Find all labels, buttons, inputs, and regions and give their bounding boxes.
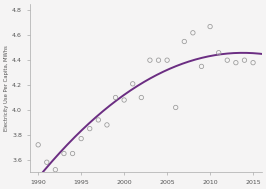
Point — [113, 96, 118, 99]
Point — [122, 98, 126, 101]
Point — [131, 82, 135, 85]
Point — [105, 123, 109, 126]
Point — [79, 137, 83, 140]
Point — [251, 61, 255, 64]
Point — [234, 61, 238, 64]
Point — [242, 59, 247, 62]
Point — [53, 168, 57, 171]
Point — [174, 106, 178, 109]
Y-axis label: Electricity Use Per Capita, MWhs: Electricity Use Per Capita, MWhs — [4, 45, 9, 131]
Point — [62, 152, 66, 155]
Point — [199, 65, 203, 68]
Point — [208, 25, 212, 28]
Point — [139, 96, 143, 99]
Point — [156, 59, 161, 62]
Point — [45, 161, 49, 164]
Point — [225, 59, 229, 62]
Point — [182, 40, 186, 43]
Point — [70, 152, 75, 155]
Point — [148, 59, 152, 62]
Point — [217, 51, 221, 54]
Point — [88, 127, 92, 130]
Point — [165, 59, 169, 62]
Point — [96, 118, 101, 121]
Point — [191, 31, 195, 34]
Point — [36, 143, 40, 146]
